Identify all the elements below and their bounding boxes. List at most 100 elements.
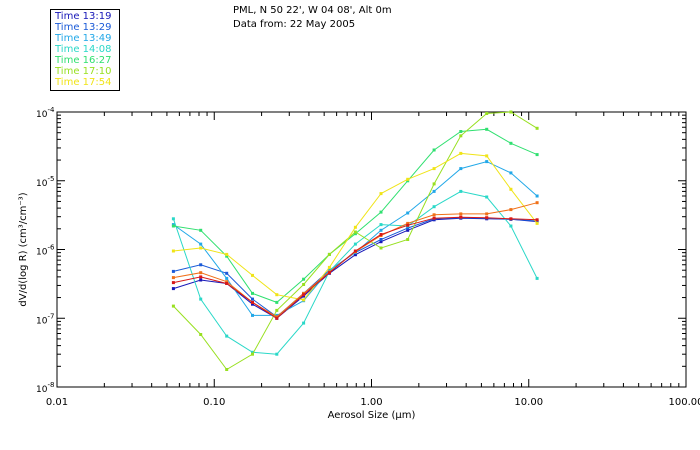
data-point bbox=[225, 282, 229, 285]
data-point bbox=[171, 287, 175, 291]
data-point bbox=[171, 281, 175, 285]
data-point bbox=[275, 293, 279, 297]
data-point bbox=[379, 192, 383, 196]
data-point bbox=[509, 141, 513, 145]
series-time-13-49 bbox=[171, 160, 539, 317]
location-label: PML, N 50 22', W 04 08', Alt 0m bbox=[233, 5, 392, 16]
series-time-16-27 bbox=[171, 127, 539, 304]
data-point bbox=[535, 126, 539, 130]
legend-item: Time 13:49 bbox=[55, 33, 112, 44]
data-point bbox=[225, 271, 229, 275]
data-point bbox=[251, 313, 254, 317]
data-point bbox=[225, 280, 229, 284]
data-point bbox=[535, 218, 539, 222]
data-point bbox=[459, 134, 463, 138]
data-point bbox=[432, 216, 436, 220]
data-point bbox=[509, 217, 513, 221]
series-line bbox=[173, 111, 538, 371]
data-point bbox=[459, 215, 463, 219]
data-point bbox=[327, 265, 331, 269]
data-point bbox=[535, 153, 539, 157]
data-point bbox=[485, 160, 489, 164]
legend-item: Time 14:08 bbox=[55, 44, 112, 55]
data-point bbox=[199, 278, 203, 282]
data-point bbox=[509, 208, 513, 212]
data-point bbox=[353, 225, 357, 229]
legend: Time 13:19 Time 13:29 Time 13:49 Time 14… bbox=[50, 9, 120, 91]
data-point bbox=[485, 112, 489, 115]
data-point bbox=[379, 228, 383, 232]
data-point bbox=[171, 217, 175, 221]
data-point bbox=[459, 189, 463, 193]
data-point bbox=[406, 226, 410, 230]
data-point bbox=[535, 194, 539, 198]
legend-item: Time 17:10 bbox=[55, 66, 112, 77]
y-tick-label: 10-5 bbox=[36, 175, 54, 189]
x-tick-label: 0.10 bbox=[203, 397, 225, 408]
data-point bbox=[485, 212, 489, 216]
data-point bbox=[406, 221, 410, 225]
data-point bbox=[535, 276, 539, 280]
data-point bbox=[199, 333, 203, 336]
data-point bbox=[432, 167, 436, 171]
data-point bbox=[225, 252, 229, 256]
data-point bbox=[199, 246, 203, 250]
data-point bbox=[485, 154, 489, 158]
legend-item: Time 13:19 bbox=[55, 11, 112, 22]
y-tick-label: 10-8 bbox=[36, 381, 54, 395]
data-point bbox=[353, 249, 357, 253]
data-point bbox=[199, 242, 203, 246]
data-point bbox=[379, 210, 383, 214]
y-axis-label: dV/d(log R) (cm³/cm⁻³) bbox=[18, 192, 29, 306]
data-point bbox=[485, 216, 489, 220]
x-tick-label: 0.01 bbox=[46, 397, 68, 408]
data-point bbox=[251, 273, 254, 277]
data-point bbox=[353, 242, 357, 246]
data-point bbox=[302, 283, 306, 286]
data-point bbox=[379, 240, 383, 244]
x-tick-label: 100.00 bbox=[669, 397, 700, 408]
data-point bbox=[353, 253, 357, 257]
data-point bbox=[225, 276, 229, 280]
data-point bbox=[406, 223, 410, 227]
data-point bbox=[432, 189, 436, 193]
data-point bbox=[406, 238, 410, 241]
data-point bbox=[459, 151, 463, 155]
data-point bbox=[406, 228, 410, 232]
data-point bbox=[432, 148, 436, 152]
data-point bbox=[171, 224, 175, 228]
data-point bbox=[275, 352, 279, 356]
data-point bbox=[353, 232, 357, 236]
x-tick-label: 10.00 bbox=[514, 397, 543, 408]
data-point bbox=[485, 127, 489, 131]
series-time-17-54 bbox=[171, 151, 539, 302]
data-point bbox=[485, 195, 489, 199]
data-point bbox=[251, 291, 254, 295]
data-point bbox=[302, 277, 306, 281]
data-point bbox=[509, 224, 513, 228]
series-unlabeled bbox=[171, 215, 539, 320]
data-point bbox=[379, 233, 383, 236]
data-point bbox=[199, 263, 203, 267]
series-time-17-10 bbox=[171, 110, 539, 371]
chart-header: PML, N 50 22', W 04 08', Alt 0m Data fro… bbox=[233, 4, 392, 32]
data-point bbox=[379, 223, 383, 227]
data-point bbox=[275, 308, 279, 312]
data-point bbox=[459, 167, 463, 171]
data-point bbox=[459, 212, 463, 216]
data-point bbox=[327, 271, 331, 275]
data-point bbox=[406, 211, 410, 215]
x-tick-label: 1.00 bbox=[360, 397, 382, 408]
legend-item: Time 13:29 bbox=[55, 22, 112, 33]
data-point bbox=[225, 368, 229, 371]
data-point bbox=[459, 130, 463, 133]
series-line bbox=[173, 202, 538, 318]
data-point bbox=[432, 182, 436, 186]
data-point bbox=[379, 246, 383, 250]
data-point bbox=[199, 275, 203, 279]
x-axis-label: Aerosol Size (μm) bbox=[328, 410, 416, 421]
data-point bbox=[509, 171, 513, 175]
data-point bbox=[171, 276, 175, 280]
series-line bbox=[173, 161, 538, 316]
data-point bbox=[171, 304, 175, 308]
